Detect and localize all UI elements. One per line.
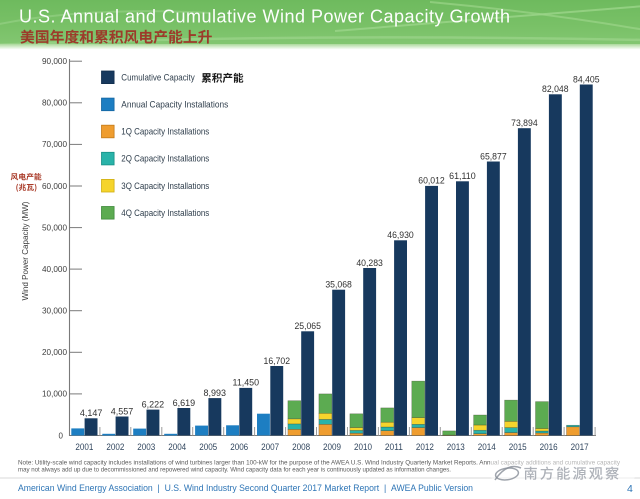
svg-text:2011: 2011: [385, 441, 403, 452]
svg-text:65,877: 65,877: [480, 151, 507, 161]
svg-text:61,110: 61,110: [449, 171, 476, 181]
svg-text:2Q Capacity Installations: 2Q Capacity Installations: [121, 154, 209, 164]
svg-text:30,000: 30,000: [42, 307, 68, 316]
svg-text:25,065: 25,065: [294, 321, 321, 331]
svg-text:U.S. Annual and Cumulative Win: U.S. Annual and Cumulative Wind Power Ca…: [19, 6, 510, 26]
svg-text:80,000: 80,000: [42, 99, 68, 108]
svg-text:2012: 2012: [416, 441, 434, 452]
svg-text:Annual Capacity Installations: Annual Capacity Installations: [121, 100, 228, 110]
svg-text:Wind Power Capacity (MW): Wind Power Capacity (MW): [21, 201, 30, 300]
svg-text:1Q Capacity Installations: 1Q Capacity Installations: [121, 127, 209, 137]
svg-text:3Q Capacity Installations: 3Q Capacity Installations: [121, 181, 209, 191]
svg-text:90,000: 90,000: [42, 57, 68, 66]
svg-text:2007: 2007: [261, 441, 279, 452]
svg-text:4,147: 4,147: [80, 408, 103, 418]
svg-text:2008: 2008: [292, 441, 310, 452]
svg-text:20,000: 20,000: [42, 348, 68, 357]
svg-text:8,993: 8,993: [204, 388, 227, 398]
svg-text:73,894: 73,894: [511, 118, 538, 128]
svg-text:16,702: 16,702: [264, 356, 291, 366]
svg-text:6,222: 6,222: [142, 399, 165, 409]
svg-text:35,068: 35,068: [325, 280, 352, 290]
svg-text:2002: 2002: [106, 441, 124, 452]
svg-text:0: 0: [59, 431, 64, 440]
svg-text:American Wind Energy Associati: American Wind Energy Association | U.S. …: [18, 482, 473, 493]
svg-text:4: 4: [627, 483, 633, 495]
svg-text:2016: 2016: [540, 441, 558, 452]
svg-text:2006: 2006: [230, 441, 248, 452]
svg-text:2017: 2017: [571, 441, 589, 452]
svg-text:60,000: 60,000: [42, 182, 68, 191]
svg-text:50,000: 50,000: [42, 223, 68, 232]
svg-text:2004: 2004: [168, 441, 186, 452]
svg-text:2009: 2009: [323, 441, 341, 452]
svg-text:84,405: 84,405: [573, 74, 600, 84]
svg-text:Cumulative Capacity: Cumulative Capacity: [121, 72, 195, 82]
svg-text:46,930: 46,930: [387, 230, 414, 240]
svg-text:2014: 2014: [478, 441, 496, 452]
svg-text:2015: 2015: [509, 441, 527, 452]
svg-text:10,000: 10,000: [42, 390, 68, 399]
svg-text:70,000: 70,000: [42, 140, 68, 149]
svg-text:2003: 2003: [137, 441, 155, 452]
svg-text:4Q Capacity Installations: 4Q Capacity Installations: [121, 208, 209, 218]
svg-text:82,048: 82,048: [542, 84, 569, 94]
svg-text:6,619: 6,619: [173, 398, 196, 408]
svg-text:2005: 2005: [199, 441, 217, 452]
svg-text:40,283: 40,283: [356, 258, 383, 268]
svg-text:2010: 2010: [354, 441, 372, 452]
svg-text:11,450: 11,450: [233, 378, 260, 388]
svg-text:60,012: 60,012: [418, 176, 445, 186]
svg-text:may not always add up due to d: may not always add up due to decommissio…: [18, 466, 451, 473]
svg-text:2013: 2013: [447, 441, 465, 452]
svg-text:2001: 2001: [75, 441, 93, 452]
svg-text:Note: Utility-scale wind capac: Note: Utility-scale wind capacity includ…: [18, 459, 621, 466]
svg-text:4,557: 4,557: [111, 406, 134, 416]
svg-text:40,000: 40,000: [42, 265, 68, 274]
